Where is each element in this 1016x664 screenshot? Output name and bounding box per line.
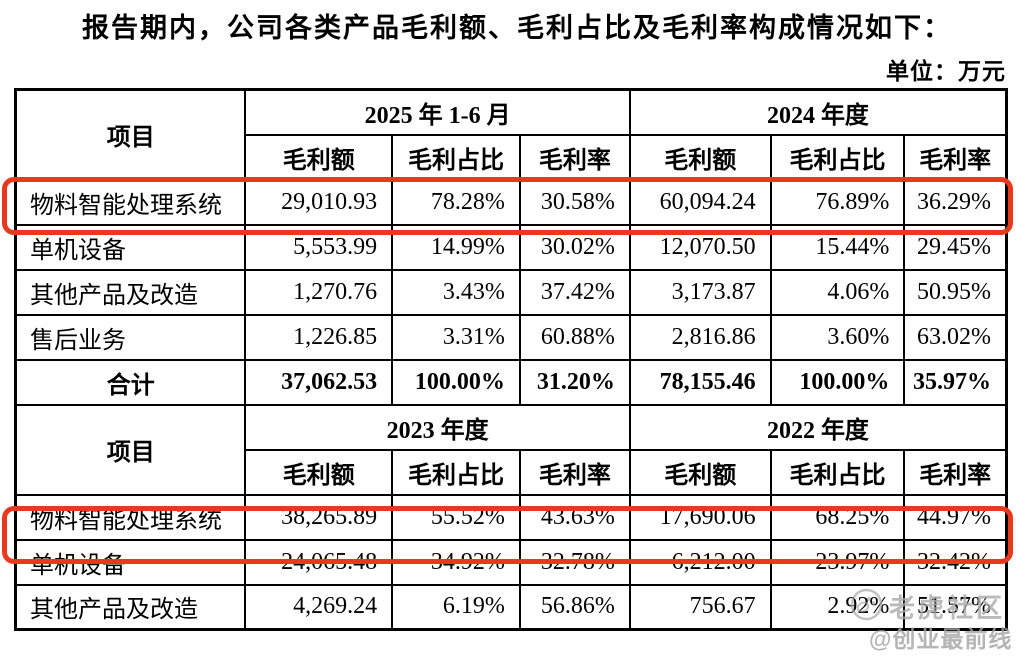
cell-value: 78.28% [391,178,521,226]
row-label: 其他产品及改造 [14,268,247,316]
table-subheader-row: 毛利额 毛利占比 毛利率 毛利额 毛利占比 毛利率 [16,448,1008,496]
cell-value: 5,553.99 [244,223,394,271]
cell-value: 43.63% [518,493,631,541]
subheader-gp-margin: 毛利率 [518,133,631,181]
table-row-material-system: 物料智能处理系统 29,010.93 78.28% 30.58% 60,094.… [14,178,1008,226]
row-label: 其他产品及改造 [14,583,247,631]
cell-value: 6.19% [391,583,521,631]
table-row-material-system: 物料智能处理系统 38,265.89 55.52% 43.63% 17,690.… [14,493,1008,541]
row-label: 单机设备 [14,223,247,271]
cell-value: 76.89% [769,178,906,226]
table-row-other-products: 其他产品及改造 4,269.24 6.19% 56.86% 756.67 2.9… [14,583,1008,631]
table-row-aftersales: 售后业务 1,226.85 3.31% 60.88% 2,816.86 3.60… [14,313,1008,361]
cell-value: 44.97% [903,493,1008,541]
cell-value: 78,155.46 [628,358,772,406]
cell-value: 38,265.89 [244,493,394,541]
header-period-2024: 2024 年度 [628,88,1008,136]
cell-value: 60.88% [518,313,631,361]
cell-value: 60,094.24 [628,178,772,226]
cell-value: 31.20% [518,358,631,406]
page-title: 报告期内，公司各类产品毛利额、毛利占比及毛利率构成情况如下： [82,13,952,43]
cell-value: 56.86% [518,583,631,631]
table-header-row: 项目 2025 年 1-6 月 2024 年度 [14,88,1008,181]
row-label: 售后业务 [14,313,247,361]
subheader-gross-profit: 毛利额 [628,448,772,496]
table-row-standalone-equipment: 单机设备 24,065.48 34.92% 32.78% 6,212.00 23… [14,538,1008,586]
subheader-gp-margin: 毛利率 [903,448,1008,496]
gross-profit-table: 项目 2025 年 1-6 月 2024 年度 毛利额 毛利占比 毛利率 毛利额… [14,88,1008,631]
cell-value: 4.06% [769,268,906,316]
cell-value: 6,212.00 [628,538,772,586]
cell-value: 32.42% [903,538,1008,586]
cell-value: 3.31% [391,313,521,361]
cell-value: 12,070.50 [628,223,772,271]
table-row-other-products: 其他产品及改造 1,270.76 3.43% 37.42% 3,173.87 4… [14,268,1008,316]
table-header-row: 项目 2023 年度 2022 年度 [14,403,1008,496]
cell-value: 100.00% [769,358,906,406]
cell-value: 3.60% [769,313,906,361]
subheader-gp-margin: 毛利率 [518,448,631,496]
cell-value: 100.00% [391,358,521,406]
cell-value: 756.67 [628,583,772,631]
cell-value: 4,269.24 [244,583,394,631]
subheader-gross-profit: 毛利额 [244,133,394,181]
cell-value: 1,270.76 [244,268,394,316]
header-period-2022: 2022 年度 [628,403,1008,451]
row-label: 物料智能处理系统 [14,493,247,541]
cell-value: 37,062.53 [244,358,394,406]
subheader-gp-share: 毛利占比 [391,448,521,496]
subheader-gp-share: 毛利占比 [391,133,521,181]
cell-value: 35.97% [903,358,1008,406]
cell-value: 29,010.93 [244,178,394,226]
subheader-gross-profit: 毛利额 [244,448,394,496]
table-row-standalone-equipment: 单机设备 5,553.99 14.99% 30.02% 12,070.50 15… [14,223,1008,271]
cell-value: 34.92% [391,538,521,586]
cell-value: 15.44% [769,223,906,271]
subheader-gp-share: 毛利占比 [769,133,906,181]
cell-value: 50.95% [903,268,1008,316]
row-label: 单机设备 [14,538,247,586]
cell-value: 24,065.48 [244,538,394,586]
cell-value: 55.52% [391,493,521,541]
header-item: 项目 [14,88,247,181]
cell-value: 30.02% [518,223,631,271]
table-row-total: 合计 37,062.53 100.00% 31.20% 78,155.46 10… [14,358,1008,406]
cell-value: 17,690.06 [628,493,772,541]
row-label: 物料智能处理系统 [14,178,247,226]
unit-label: 单位：万元 [886,59,1006,84]
cell-value: 1,226.85 [244,313,394,361]
cell-value: 36.29% [903,178,1008,226]
row-label: 合计 [14,358,247,406]
header-period-2025: 2025 年 1-6 月 [244,88,631,136]
subheader-gross-profit: 毛利额 [628,133,772,181]
cell-value: 37.42% [518,268,631,316]
cell-value: 51.57% [903,583,1008,631]
cell-value: 68.25% [769,493,906,541]
cell-value: 3,173.87 [628,268,772,316]
cell-value: 3.43% [391,268,521,316]
cell-value: 23.97% [769,538,906,586]
subheader-gp-share: 毛利占比 [769,448,906,496]
cell-value: 30.58% [518,178,631,226]
cell-value: 2.92% [769,583,906,631]
cell-value: 63.02% [903,313,1008,361]
cell-value: 29.45% [903,223,1008,271]
header-period-2023: 2023 年度 [244,403,631,451]
cell-value: 2,816.86 [628,313,772,361]
cell-value: 32.78% [518,538,631,586]
subheader-gp-margin: 毛利率 [903,133,1008,181]
header-item: 项目 [14,403,247,496]
cell-value: 14.99% [391,223,521,271]
